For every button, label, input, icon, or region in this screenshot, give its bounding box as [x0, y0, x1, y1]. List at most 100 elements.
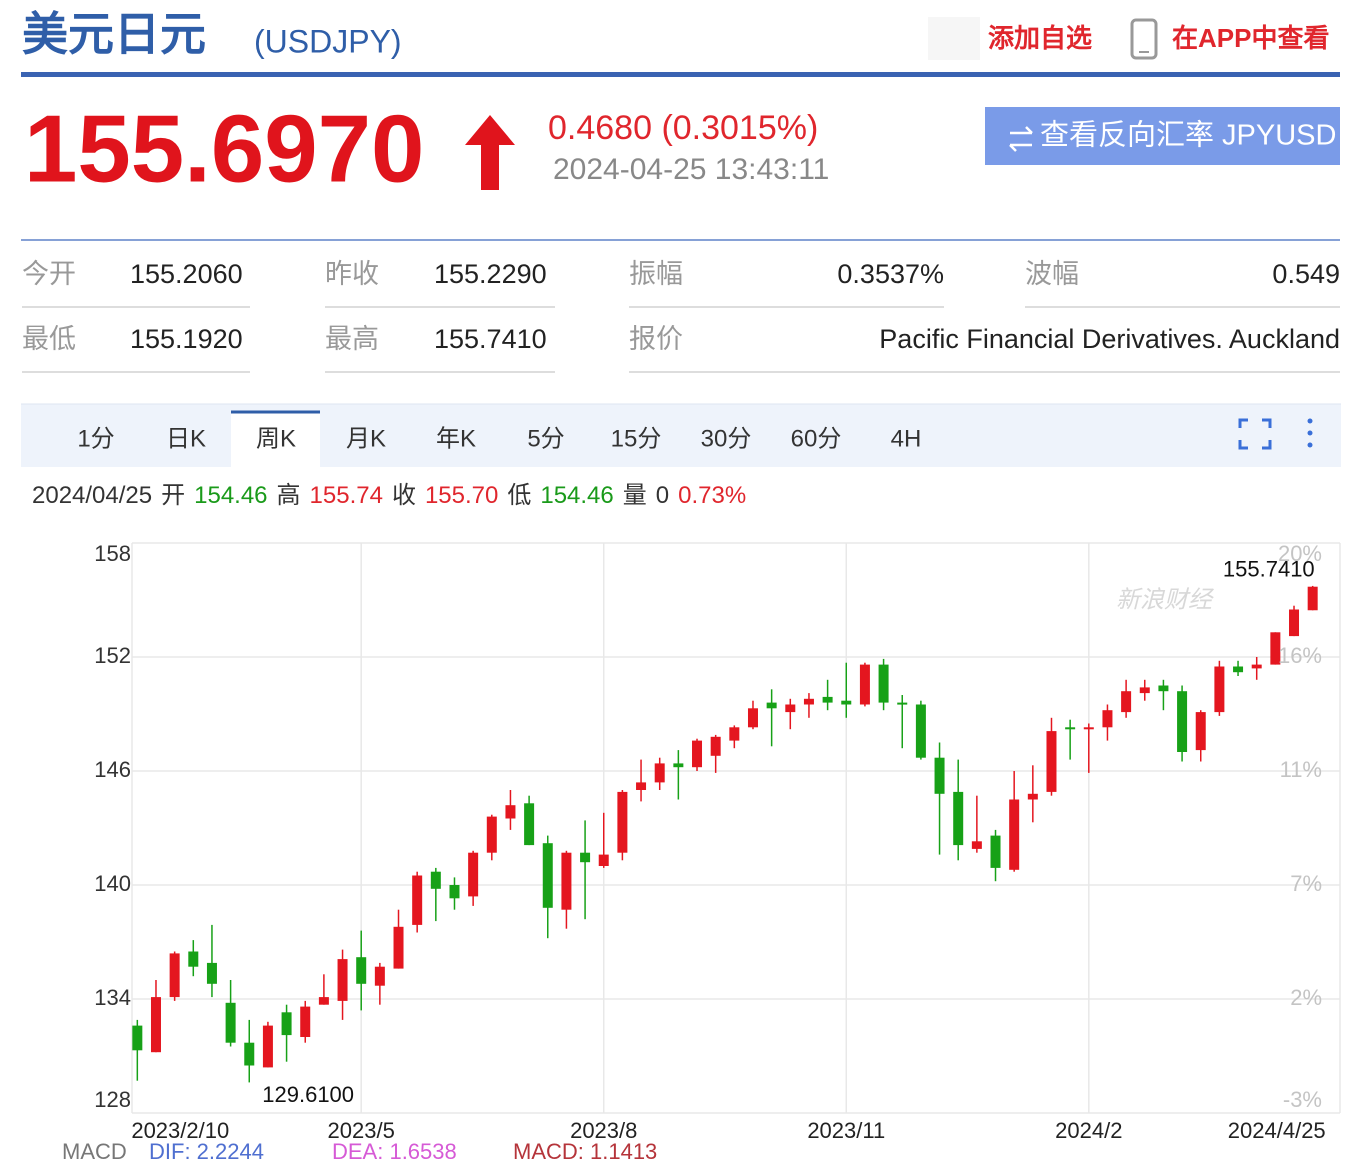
stat-value: 155.2060 — [130, 259, 243, 289]
y2-tick-label: 11% — [1280, 757, 1322, 782]
candle-body — [1083, 727, 1094, 730]
candle-body — [878, 664, 889, 703]
candle-body — [300, 1006, 311, 1037]
candle-body — [1270, 632, 1281, 665]
indicator-label: DEA: 1.6538 — [332, 1139, 457, 1162]
x-tick-label: 2023/11 — [807, 1118, 885, 1143]
stat-value: Pacific Financial Derivatives. Auckland — [879, 324, 1340, 354]
info-item: 高 — [277, 482, 301, 509]
candle-body — [132, 1025, 143, 1051]
y-tick-label: 158 — [94, 541, 131, 566]
tab[interactable]: 5分 — [527, 425, 564, 452]
tab[interactable]: 日K — [166, 425, 206, 452]
stat-value: 155.2290 — [434, 259, 547, 289]
candles — [132, 585, 1318, 1083]
candle-body — [1139, 687, 1150, 694]
x-tick-label: 2023/2/10 — [131, 1118, 229, 1143]
candle-body — [654, 763, 665, 783]
stat-value: 155.1920 — [130, 324, 243, 354]
phone-icon — [1130, 18, 1158, 60]
candle-body — [990, 835, 1001, 868]
candle-body — [244, 1042, 255, 1066]
candle-body — [225, 1002, 236, 1043]
stat-value: 155.7410 — [434, 324, 547, 354]
inverse-button[interactable]: 查看反向汇率 JPYUSD — [985, 107, 1340, 165]
candle-body — [188, 951, 199, 967]
candle-body — [971, 841, 982, 849]
info-line: 2024/04/25 开 154.46 高 155.74 收 155.70 低 154.46 量 0… — [32, 482, 746, 509]
symbol: (USDJPY) — [254, 23, 402, 59]
header-rule — [21, 72, 1340, 77]
stat-label: 最高 — [325, 324, 379, 354]
candle-body — [1121, 691, 1132, 713]
tab[interactable]: 月K — [346, 425, 386, 452]
candle-body — [729, 727, 740, 741]
candle-body — [1289, 609, 1300, 637]
candle-body — [524, 803, 535, 846]
candle-body — [1251, 664, 1262, 669]
change: 0.4680 (0.3015%) — [548, 109, 818, 147]
candle-body — [262, 1025, 273, 1068]
tab[interactable]: 4H — [891, 425, 922, 452]
info-item: 0 — [656, 482, 669, 509]
candle-body — [318, 997, 329, 1005]
candle-body — [841, 700, 852, 705]
stat-label: 报价 — [629, 324, 683, 354]
placeholder-box — [928, 17, 980, 60]
tab[interactable]: 周K — [256, 425, 296, 452]
candle-body — [1102, 710, 1113, 728]
info-item: 154.46 — [194, 482, 267, 509]
add-watch[interactable]: 添加自选 — [988, 23, 1092, 53]
candle-body — [505, 805, 516, 819]
candle-body — [468, 852, 479, 897]
tab-bar — [21, 404, 1341, 467]
low-annotation: 129.6100 — [262, 1082, 354, 1107]
info-item: 154.46 — [540, 482, 613, 509]
button-label[interactable]: 查看反向汇率 JPYUSD — [1040, 119, 1336, 152]
y2-tick-label: -3% — [1283, 1087, 1322, 1112]
candle-body — [150, 997, 161, 1053]
open-app[interactable]: 在APP中查看 — [1172, 23, 1329, 53]
stat-label: 振幅 — [629, 259, 683, 289]
candle-body — [1214, 666, 1225, 713]
info-item: 2024/04/25 — [32, 482, 152, 509]
stat-label: 最低 — [22, 324, 76, 354]
candle-body — [803, 698, 814, 705]
info-item: 收 — [392, 482, 416, 509]
tab[interactable]: 60分 — [791, 425, 842, 452]
info-item: 155.74 — [310, 482, 383, 509]
candle-body — [430, 871, 441, 889]
active-tab[interactable] — [231, 411, 320, 468]
candle-body — [412, 875, 423, 925]
tab[interactable]: 30分 — [701, 425, 752, 452]
tab[interactable]: 15分 — [611, 425, 662, 452]
x-tick-label: 2024/4/25 — [1228, 1118, 1326, 1143]
y-tick-label: 128 — [94, 1087, 131, 1112]
candle-body — [374, 966, 385, 986]
fullscreen-icon[interactable] — [1238, 418, 1272, 450]
tab[interactable]: 年K — [436, 425, 476, 452]
candle-body — [710, 736, 721, 756]
more-icon[interactable] — [1307, 418, 1313, 448]
candle-body — [1158, 685, 1169, 692]
stat-value: 0.3537% — [837, 259, 944, 289]
stat-label: 昨收 — [325, 259, 379, 289]
button-bg[interactable] — [985, 107, 1340, 165]
candle-body — [337, 959, 348, 1001]
candle-body — [598, 854, 609, 866]
candle-body — [915, 704, 926, 758]
swap-icon — [1009, 126, 1033, 152]
y-tick-label: 140 — [94, 871, 131, 896]
candle-body — [747, 708, 758, 728]
tab[interactable]: 1分 — [77, 425, 114, 452]
info-item: 低 — [507, 482, 531, 509]
candle-body — [692, 740, 703, 768]
watermark: 新浪财经 — [1116, 586, 1215, 613]
y-tick-label: 152 — [94, 643, 131, 668]
indicator-label: DIF: 2.2244 — [149, 1139, 264, 1162]
candle-body — [766, 702, 777, 709]
y-tick-label: 134 — [94, 985, 131, 1010]
candle-body — [953, 791, 964, 846]
